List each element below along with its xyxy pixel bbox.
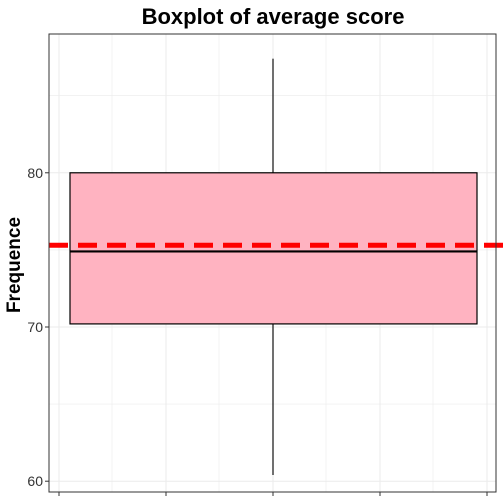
y-tick-label: 80 [27,165,43,181]
y-tick-label: 60 [27,473,43,489]
chart-title: Boxplot of average score [142,4,405,29]
y-tick-label: 70 [27,319,43,335]
box-iqr [69,172,478,325]
y-axis-label: Frequence [4,217,25,313]
box-group [69,58,478,476]
axes: 60 70 80 [27,165,488,496]
